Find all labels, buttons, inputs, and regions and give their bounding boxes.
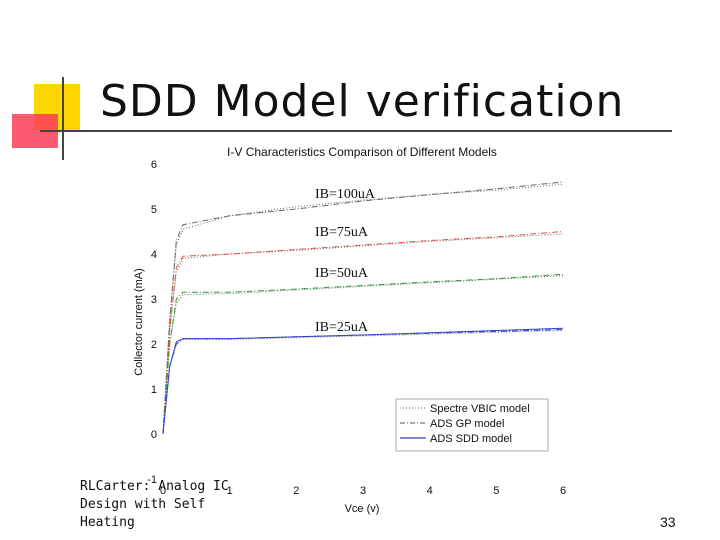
x-tick-label: 5 bbox=[493, 485, 499, 497]
y-tick-label: 2 bbox=[151, 339, 157, 351]
page-number: 33 bbox=[660, 514, 676, 530]
chart-curves bbox=[162, 181, 564, 435]
curve-25uA-ads-sdd-model bbox=[162, 327, 564, 435]
slide-title: SDD Model verification bbox=[100, 76, 625, 127]
x-tick-label: 0 bbox=[160, 485, 166, 497]
chart-legend: Spectre VBIC model ADS GP model ADS SDD … bbox=[395, 398, 549, 452]
annotation-ib-25: IB=25uA bbox=[315, 320, 369, 335]
x-tick-label: 1 bbox=[227, 485, 233, 497]
y-tick-label: 6 bbox=[151, 159, 157, 171]
x-tick-label: 2 bbox=[293, 485, 299, 497]
annotation-ib-75: IB=75uA bbox=[315, 225, 369, 240]
legend-label-gp: ADS GP model bbox=[430, 418, 504, 430]
y-tick-label: 0 bbox=[151, 429, 157, 441]
chart-title: I-V Characteristics Comparison of Differ… bbox=[227, 145, 497, 159]
y-tick-label: 1 bbox=[151, 384, 157, 396]
curve-100uA-ads-gp-model bbox=[162, 181, 564, 435]
annotation-ib-100: IB=100uA bbox=[315, 187, 376, 202]
x-tick-label: 6 bbox=[560, 485, 566, 497]
x-axis-label: Vce (v) bbox=[345, 503, 380, 515]
y-tick-label: -1 bbox=[147, 474, 157, 486]
title-underline-rule bbox=[40, 130, 672, 132]
curve-100uA-spectre-vbic-model bbox=[162, 183, 564, 435]
x-tick-label: 3 bbox=[360, 485, 366, 497]
footer-credit: RLCarter: Analog IC Design with Self Hea… bbox=[80, 479, 229, 530]
legend-label-vbic: Spectre VBIC model bbox=[430, 403, 530, 415]
curve-50uA-spectre-vbic-model bbox=[162, 275, 564, 435]
x-tick-label: 4 bbox=[427, 485, 433, 497]
ib-annotations: IB=100uA IB=75uA IB=50uA IB=25uA bbox=[315, 187, 376, 335]
y-tick-label: 5 bbox=[151, 204, 157, 216]
accent-vertical-rule bbox=[62, 77, 64, 160]
y-tick-label: 4 bbox=[151, 249, 157, 261]
y-axis-label: Collector current (mA) bbox=[133, 268, 145, 376]
curve-75uA-ads-gp-model bbox=[162, 231, 564, 435]
y-tick-label: 3 bbox=[151, 294, 157, 306]
annotation-ib-50: IB=50uA bbox=[315, 266, 369, 281]
curve-50uA-ads-gp-model bbox=[162, 273, 564, 435]
legend-label-sdd: ADS SDD model bbox=[430, 433, 512, 445]
